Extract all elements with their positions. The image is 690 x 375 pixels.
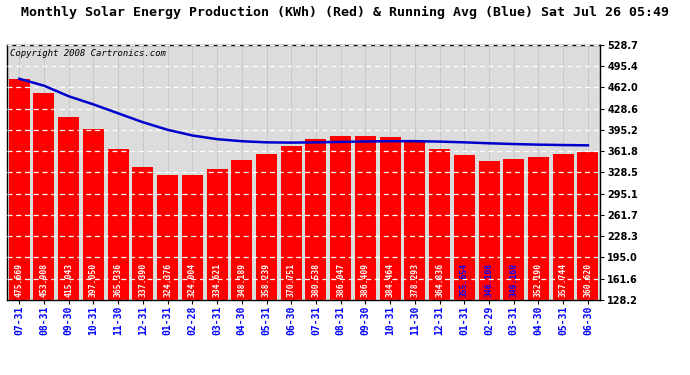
Text: Monthly Solar Energy Production (KWh) (Red) & Running Avg (Blue) Sat Jul 26 05:4: Monthly Solar Energy Production (KWh) (R… (21, 6, 669, 19)
Text: Copyright 2008 Cartronics.com: Copyright 2008 Cartronics.com (10, 49, 166, 58)
Bar (9, 79, 30, 300)
Bar (306, 140, 326, 300)
Text: 360.620: 360.620 (584, 263, 593, 297)
Text: 475.669: 475.669 (14, 263, 23, 297)
Bar (429, 149, 450, 300)
Text: 378.293: 378.293 (411, 263, 420, 297)
Text: 357.744: 357.744 (559, 263, 568, 297)
Bar (454, 155, 475, 300)
Text: 386.047: 386.047 (336, 263, 345, 297)
Bar (157, 175, 178, 300)
Bar (206, 169, 228, 300)
Text: 386.409: 386.409 (361, 263, 370, 297)
Text: 453.908: 453.908 (39, 263, 48, 297)
Text: 364.836: 364.836 (435, 263, 444, 297)
Text: 365.336: 365.336 (114, 263, 123, 297)
Text: 337.390: 337.390 (139, 263, 148, 297)
Text: 397.050: 397.050 (89, 263, 98, 297)
Bar (34, 93, 55, 300)
Bar (281, 146, 302, 300)
Bar (380, 137, 401, 300)
Text: 334.621: 334.621 (213, 263, 221, 297)
Bar (479, 161, 500, 300)
Bar (231, 160, 253, 300)
Text: 346.106: 346.106 (484, 263, 493, 297)
Text: 324.376: 324.376 (163, 263, 172, 297)
Bar (578, 152, 598, 300)
Bar (256, 153, 277, 300)
Bar (58, 117, 79, 300)
Text: 324.004: 324.004 (188, 263, 197, 297)
Text: 415.043: 415.043 (64, 263, 73, 297)
Text: 352.190: 352.190 (534, 263, 543, 297)
Text: 348.189: 348.189 (237, 263, 246, 297)
Bar (83, 129, 104, 300)
Text: 355.654: 355.654 (460, 263, 469, 297)
Bar (108, 149, 128, 300)
Bar (528, 158, 549, 300)
Text: 358.239: 358.239 (262, 263, 271, 297)
Bar (404, 141, 425, 300)
Bar (132, 167, 153, 300)
Text: 370.751: 370.751 (287, 263, 296, 297)
Bar (553, 154, 573, 300)
Bar (331, 136, 351, 300)
Text: 380.538: 380.538 (311, 263, 320, 297)
Bar (355, 136, 376, 300)
Text: 349.160: 349.160 (509, 263, 518, 297)
Text: 384.464: 384.464 (386, 263, 395, 297)
Bar (503, 159, 524, 300)
Bar (182, 176, 203, 300)
